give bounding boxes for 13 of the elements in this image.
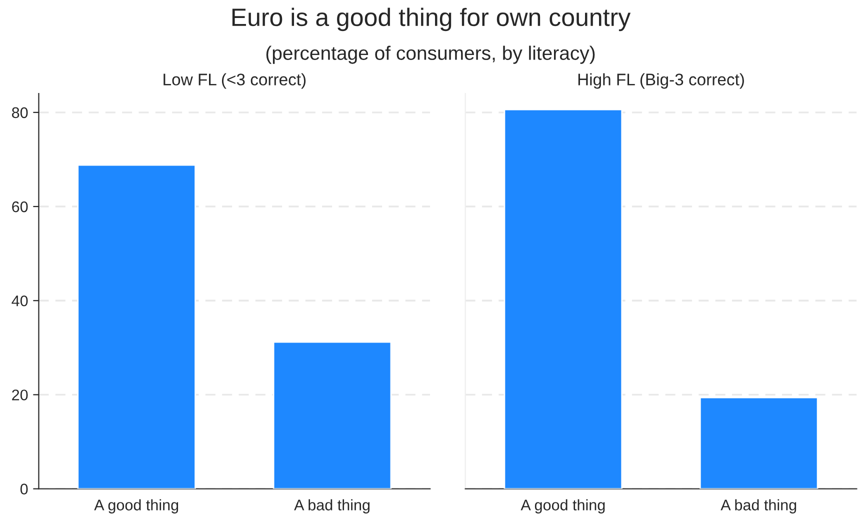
x-tick-label: A bad thing	[294, 499, 370, 514]
chart-title: High FL (Big-3 correct)	[578, 73, 744, 89]
chart-subtitle: (percentage of consumers, by literacy)	[266, 46, 595, 64]
x-tick-label: A good thing	[520, 499, 605, 514]
y-tick-label: 60	[12, 201, 28, 212]
x-tick-label: A bad thing	[720, 499, 796, 514]
y-tick-label: 40	[12, 295, 28, 306]
chart-title: Euro is a good thing for own country	[232, 8, 631, 32]
y-tick-label: 0	[20, 484, 28, 494]
y-tick-label: 80	[12, 107, 28, 118]
text: Low FL (<3 correct)	[164, 73, 306, 89]
y-tick-label: 20	[12, 390, 28, 400]
x-tick-label: A good thing	[94, 499, 178, 514]
